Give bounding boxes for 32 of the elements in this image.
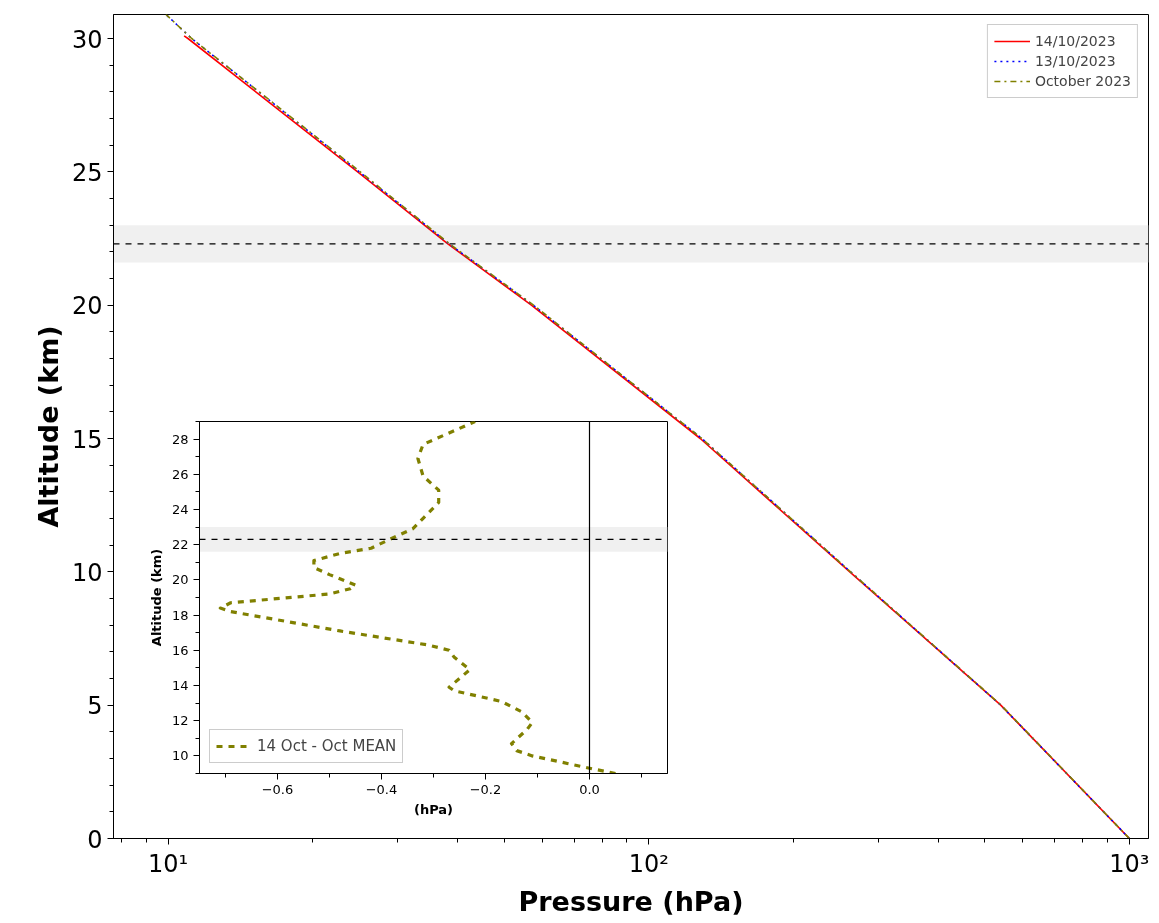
y-tick-label: 16	[171, 642, 189, 658]
x-tick-label: 10²	[628, 849, 669, 878]
y-tick-label: 22	[171, 537, 189, 553]
y-tick-label: 10	[71, 558, 103, 587]
y-tick-label: 28	[171, 431, 189, 447]
y-tick-label: 20	[171, 572, 189, 588]
y-tick-label: 24	[171, 502, 189, 517]
y-tick-label: 12	[171, 713, 189, 729]
legend-label: 13/10/2023	[1034, 53, 1116, 69]
x-tick-label: 10³	[1109, 849, 1150, 878]
y-tick-label: 18	[171, 607, 189, 623]
y-tick-label: 30	[71, 25, 103, 54]
x-tick-label: −0.2	[469, 781, 502, 797]
x-tick-label: 10¹	[147, 849, 189, 878]
legend-label: October 2023	[1034, 73, 1131, 89]
y-tick-label: 15	[71, 425, 103, 454]
y-axis-title: Altitude (km)	[148, 548, 164, 647]
x-tick-label: 0.0	[579, 781, 600, 797]
x-tick-label: −0.6	[261, 781, 294, 797]
y-tick-label: 5	[87, 692, 103, 721]
y-tick-label: 0	[87, 825, 103, 854]
y-tick-label: 26	[171, 466, 189, 482]
x-tick-label: −0.4	[365, 781, 398, 797]
legend-label: 14/10/2023	[1034, 33, 1116, 49]
y-axis-title: Altitude (km)	[32, 325, 64, 528]
legend-label: 14 Oct - Oct MEAN	[257, 737, 397, 755]
y-tick-label: 20	[71, 292, 103, 321]
y-tick-label: 10	[171, 748, 189, 764]
x-axis-title: Pressure (hPa)	[518, 885, 744, 917]
y-tick-label: 25	[71, 158, 103, 187]
y-tick-label: 14	[171, 678, 189, 693]
x-axis-title: (hPa)	[413, 801, 454, 817]
